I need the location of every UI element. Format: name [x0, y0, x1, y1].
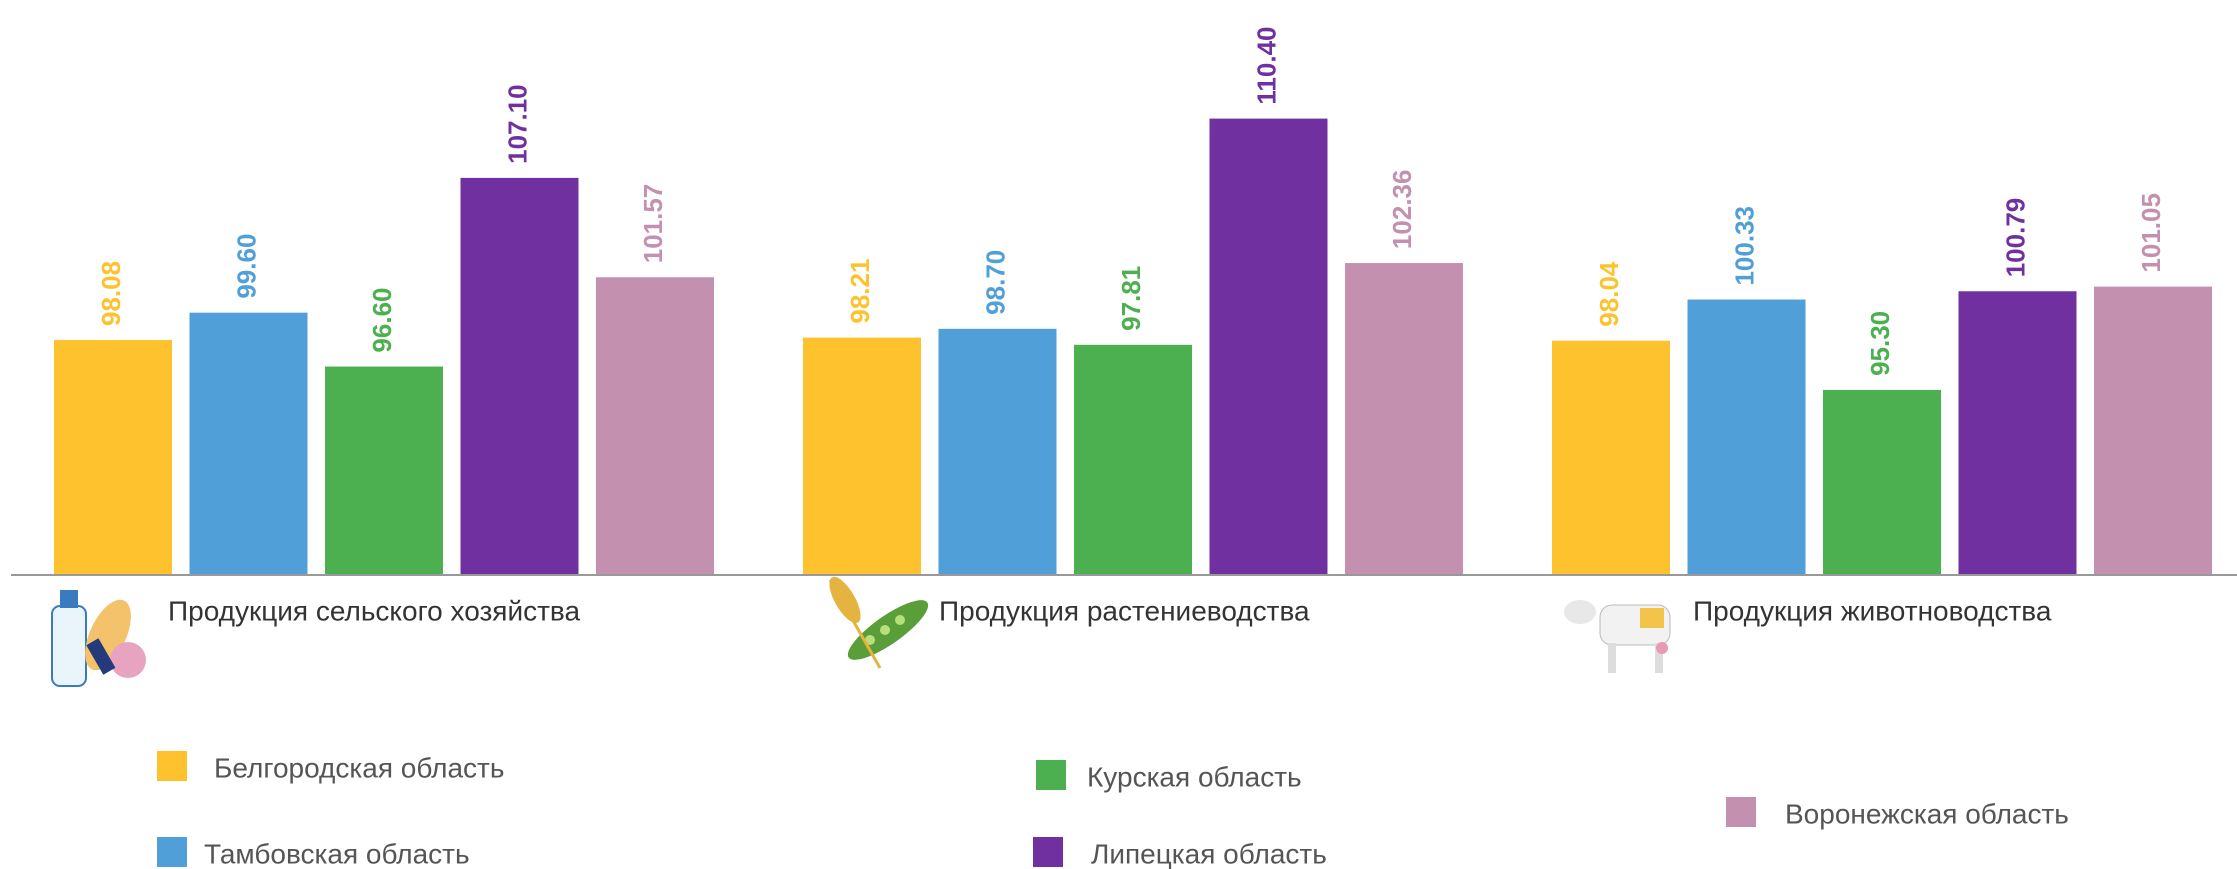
bar	[1209, 118, 1328, 575]
bar	[189, 312, 308, 575]
value-label: 98.04	[1594, 261, 1624, 327]
legend-label: Воронежская область	[1785, 798, 2069, 829]
bar	[1823, 389, 1941, 575]
legend-swatch	[1036, 760, 1066, 790]
value-label: 100.33	[1729, 206, 1759, 286]
legend-swatch	[1033, 837, 1063, 867]
value-label: 99.60	[231, 234, 261, 299]
legend-swatch	[157, 837, 187, 867]
bar	[1958, 291, 2077, 575]
legend-label: Липецкая область	[1091, 838, 1327, 869]
value-label: 100.79	[2000, 198, 2030, 278]
bar	[596, 277, 714, 575]
value-label: 101.57	[638, 184, 668, 264]
legend-label: Курская область	[1087, 761, 1302, 792]
value-label: 98.70	[980, 250, 1010, 315]
bar	[803, 337, 921, 575]
value-label: 95.30	[1865, 311, 1895, 376]
bar	[54, 339, 172, 575]
bar	[325, 366, 443, 575]
value-label: 98.08	[96, 261, 126, 326]
legend-swatch	[1726, 797, 1756, 827]
legend-label: Белгородская область	[214, 752, 504, 783]
value-label: 101.05	[2136, 193, 2166, 273]
category-label: Продукция растениеводства	[939, 595, 1310, 626]
icon-agriculture	[51, 590, 146, 687]
icon-livestock	[1564, 600, 1671, 673]
value-label: 107.10	[502, 84, 532, 164]
bar	[1552, 340, 1670, 575]
bar	[938, 328, 1057, 575]
value-label: 97.81	[1116, 266, 1146, 331]
bar	[1345, 263, 1463, 575]
bar	[2094, 286, 2212, 575]
category-label: Продукция животноводства	[1693, 595, 2052, 626]
value-label: 110.40	[1251, 27, 1281, 105]
icon-crops	[828, 576, 929, 669]
value-label: 102.36	[1387, 170, 1417, 250]
bar	[1687, 299, 1806, 575]
bar	[460, 177, 579, 575]
legend-label: Тамбовская область	[204, 838, 470, 869]
value-label: 96.60	[367, 287, 397, 352]
legend-swatch	[157, 751, 187, 781]
value-label: 98.21	[845, 259, 875, 324]
bar	[1074, 344, 1192, 575]
category-label: Продукция сельского хозяйства	[168, 595, 580, 626]
